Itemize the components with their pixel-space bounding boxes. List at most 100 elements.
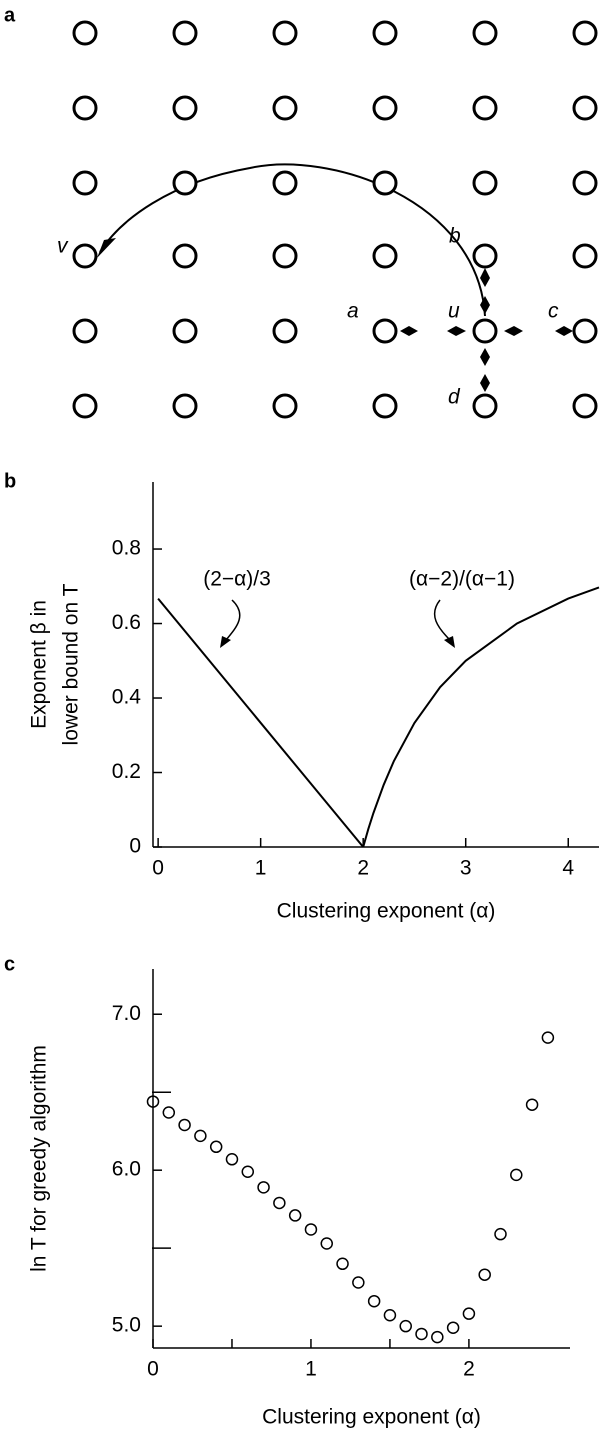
point bbox=[352, 1276, 365, 1289]
point bbox=[541, 1031, 555, 1044]
x-tick-label: 4 bbox=[562, 857, 574, 880]
y-axis-title: lower bound on T bbox=[60, 583, 83, 745]
lattice-node bbox=[172, 318, 198, 344]
point bbox=[162, 1106, 176, 1119]
panel-label: c bbox=[4, 953, 15, 975]
lattice-node bbox=[472, 318, 498, 344]
lattice-node bbox=[372, 95, 398, 121]
point bbox=[209, 1140, 223, 1154]
y-tick-label: 7.0 bbox=[112, 1002, 141, 1025]
y-tick-label: 6.0 bbox=[112, 1158, 141, 1181]
lattice-node bbox=[72, 318, 98, 344]
arrowhead bbox=[97, 238, 116, 258]
lattice-node bbox=[172, 170, 198, 196]
lattice-node bbox=[272, 318, 298, 344]
lattice-node bbox=[72, 393, 98, 419]
point bbox=[146, 1095, 160, 1108]
point bbox=[336, 1257, 349, 1271]
lattice-node bbox=[72, 20, 98, 46]
lattice-node bbox=[572, 20, 598, 46]
lattice-node bbox=[372, 170, 398, 196]
point bbox=[304, 1223, 318, 1236]
y-tick-label: 0.6 bbox=[112, 611, 141, 634]
lattice-node bbox=[272, 95, 298, 121]
point bbox=[178, 1118, 191, 1132]
x-tick-label: 2 bbox=[463, 1358, 475, 1381]
series-annotation: (α−2)/(α−1) bbox=[409, 568, 515, 591]
point bbox=[273, 1196, 286, 1210]
point bbox=[399, 1319, 412, 1333]
x-axis-title: Clustering exponent (α) bbox=[262, 1406, 481, 1429]
x-tick-label: 1 bbox=[255, 857, 267, 880]
lattice-node bbox=[72, 95, 98, 121]
lattice-node bbox=[172, 243, 198, 269]
node-label: v bbox=[57, 235, 69, 258]
lattice-node bbox=[372, 393, 398, 419]
point bbox=[510, 1168, 523, 1182]
lattice-node bbox=[572, 318, 598, 344]
point bbox=[367, 1294, 381, 1308]
lattice-node bbox=[272, 20, 298, 46]
lattice-node bbox=[272, 170, 298, 196]
lattice-node bbox=[472, 20, 498, 46]
x-tick-label: 2 bbox=[357, 857, 369, 880]
series-annotation: (2−α)/3 bbox=[203, 568, 271, 591]
arrows bbox=[400, 268, 573, 392]
x-tick-label: 1 bbox=[305, 1358, 317, 1381]
long-range-link bbox=[99, 163, 486, 317]
y-axis-title: Exponent β in bbox=[28, 600, 51, 729]
lattice-node bbox=[172, 95, 198, 121]
y-tick-label: 0.8 bbox=[112, 537, 141, 560]
point bbox=[415, 1327, 428, 1341]
line-series bbox=[362, 586, 600, 848]
lattice-node bbox=[372, 318, 398, 344]
node-label: a bbox=[347, 300, 359, 323]
point bbox=[257, 1181, 270, 1194]
point bbox=[194, 1129, 207, 1143]
y-axis-title: ln T for greedy algorithm bbox=[28, 1045, 51, 1272]
node-label: b bbox=[449, 225, 461, 248]
node-label: u bbox=[448, 300, 460, 323]
point bbox=[288, 1209, 302, 1222]
y-tick-label: 0.4 bbox=[112, 686, 142, 709]
point bbox=[525, 1098, 539, 1111]
lattice-node bbox=[372, 243, 398, 269]
lattice-node bbox=[472, 393, 498, 419]
point bbox=[241, 1165, 255, 1179]
lattice-node bbox=[272, 243, 298, 269]
lattice-node bbox=[572, 243, 598, 269]
lattice-node bbox=[472, 243, 498, 269]
lattice-node bbox=[172, 393, 198, 419]
lattice-node bbox=[72, 170, 98, 196]
lattice-node bbox=[272, 393, 298, 419]
point bbox=[225, 1153, 239, 1166]
x-tick-label: 0 bbox=[147, 1358, 159, 1381]
annotation-arrow bbox=[225, 599, 241, 641]
point bbox=[494, 1227, 507, 1241]
lattice-node bbox=[72, 243, 98, 269]
point bbox=[320, 1237, 333, 1250]
lattice-node bbox=[472, 95, 498, 121]
point bbox=[431, 1330, 444, 1344]
lattice-node bbox=[572, 95, 598, 121]
point bbox=[383, 1308, 397, 1322]
point bbox=[446, 1321, 460, 1334]
lattice-node bbox=[572, 393, 598, 419]
panel-label: b bbox=[4, 470, 16, 492]
y-tick-label: 0 bbox=[129, 835, 141, 858]
lattice-node bbox=[172, 20, 198, 46]
x-axis-title: Clustering exponent (α) bbox=[277, 900, 496, 923]
point bbox=[462, 1307, 476, 1320]
line-series bbox=[157, 597, 364, 848]
node-label: c bbox=[548, 300, 559, 323]
y-tick-label: 5.0 bbox=[112, 1314, 141, 1337]
y-tick-label: 0.2 bbox=[112, 760, 141, 783]
panel-label: a bbox=[4, 4, 16, 26]
node-label: d bbox=[448, 386, 461, 409]
lattice-node bbox=[472, 170, 498, 196]
x-tick-label: 0 bbox=[152, 857, 164, 880]
annotation-arrow bbox=[433, 599, 451, 641]
annotation-arrowhead bbox=[220, 636, 231, 648]
point bbox=[478, 1268, 491, 1281]
